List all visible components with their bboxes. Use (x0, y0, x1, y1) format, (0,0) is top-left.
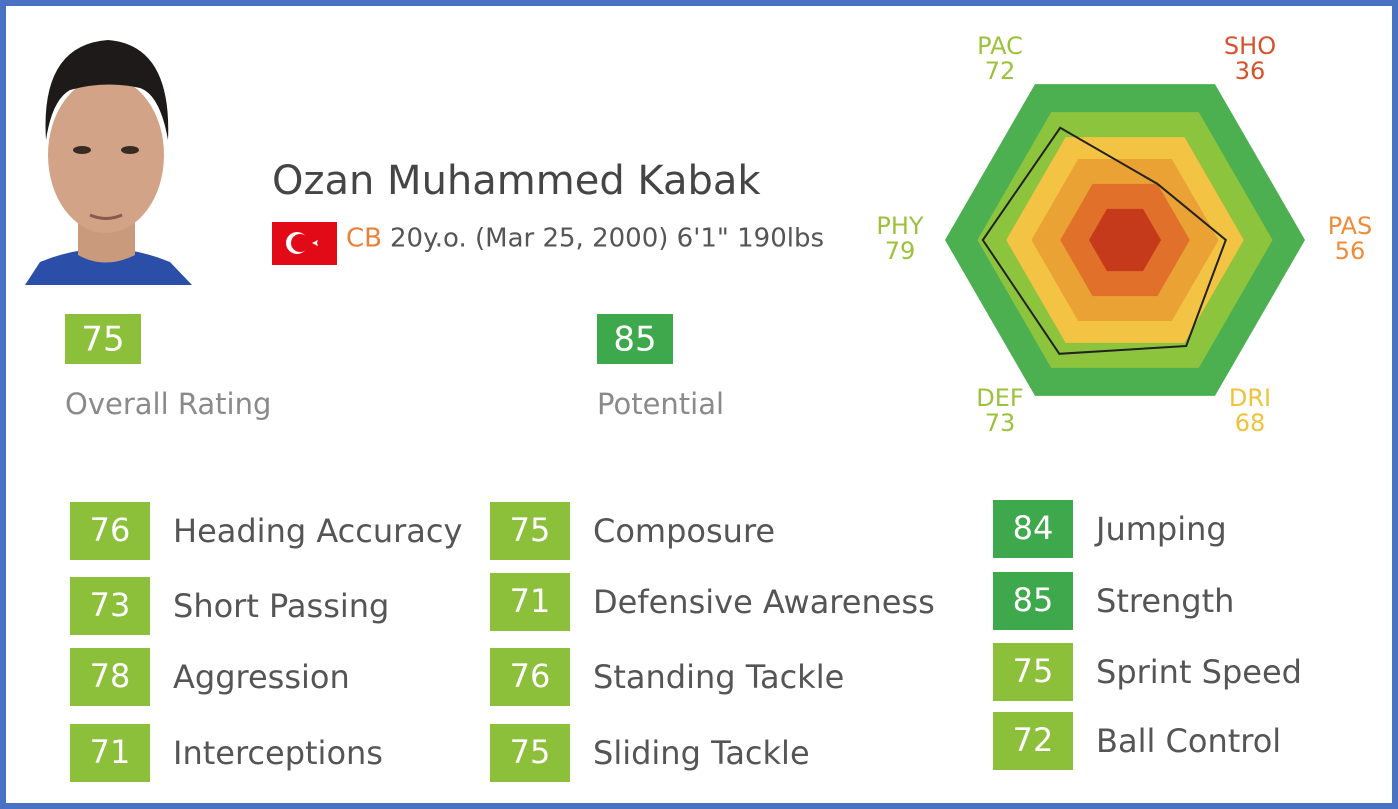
skill-label: Ball Control (1096, 722, 1281, 760)
skill-value: 73 (90, 586, 131, 624)
skill-box (993, 712, 1073, 770)
rating-label: Overall Rating (65, 387, 271, 421)
rating-box (65, 314, 141, 364)
skill-box (490, 502, 570, 560)
radar-label: SHO (1224, 32, 1276, 60)
skill-label: Sprint Speed (1096, 653, 1302, 691)
radar-label: DRI (1229, 384, 1271, 412)
skill-label: Composure (593, 512, 775, 550)
skill-box (993, 572, 1073, 630)
radar-value: 73 (985, 409, 1016, 437)
skill-value: 84 (1013, 509, 1054, 547)
skill-value: 75 (510, 733, 551, 771)
radar-label: PAC (977, 32, 1023, 60)
radar-label: DEF (976, 384, 1023, 412)
skill-box (70, 648, 150, 706)
skill-box (70, 577, 150, 635)
rating-value: 85 (613, 320, 656, 360)
position: CB (346, 224, 382, 254)
radar-label: PAS (1328, 212, 1373, 240)
rating-value: 75 (81, 320, 124, 360)
skill-label: Strength (1096, 582, 1234, 620)
skill-box (993, 643, 1073, 701)
player-name: Ozan Muhammed Kabak (272, 158, 761, 204)
skill-label: Interceptions (173, 734, 383, 772)
radar-value: 68 (1235, 409, 1266, 437)
skill-value: 71 (90, 733, 131, 771)
radar-value: 72 (985, 57, 1016, 85)
skill-value: 76 (90, 511, 131, 549)
radar-value: 79 (885, 237, 916, 265)
skill-box (70, 502, 150, 560)
skill-value: 76 (510, 657, 551, 695)
radar-band (1089, 208, 1161, 272)
skill-label: Heading Accuracy (173, 512, 462, 550)
skill-label: Sliding Tackle (593, 734, 810, 772)
skill-value: 72 (1013, 721, 1054, 759)
radar-label: PHY (876, 212, 924, 240)
skill-label: Short Passing (173, 587, 389, 625)
player-photo (25, 40, 192, 285)
skill-label: Jumping (1094, 510, 1227, 548)
skill-label: Standing Tackle (593, 658, 844, 696)
skill-box (490, 573, 570, 631)
skill-value: 71 (510, 582, 551, 620)
radar-value: 56 (1335, 237, 1366, 265)
skill-value: 78 (90, 657, 131, 695)
skill-label: Aggression (173, 658, 350, 696)
rating-label: Potential (597, 387, 724, 421)
skill-box (490, 724, 570, 782)
radar-shape (981, 126, 1227, 355)
flag (272, 222, 337, 265)
rating-box (597, 314, 673, 364)
radar-value: 36 (1235, 57, 1266, 85)
skill-box (490, 648, 570, 706)
skill-value: 75 (510, 511, 551, 549)
skill-box (993, 500, 1073, 558)
skill-value: 85 (1013, 581, 1054, 619)
skill-label: Defensive Awareness (593, 583, 935, 621)
player-details: 20y.o. (Mar 25, 2000) 6'1" 190lbs (390, 224, 824, 254)
skill-value: 75 (1013, 652, 1054, 690)
skill-box (70, 724, 150, 782)
